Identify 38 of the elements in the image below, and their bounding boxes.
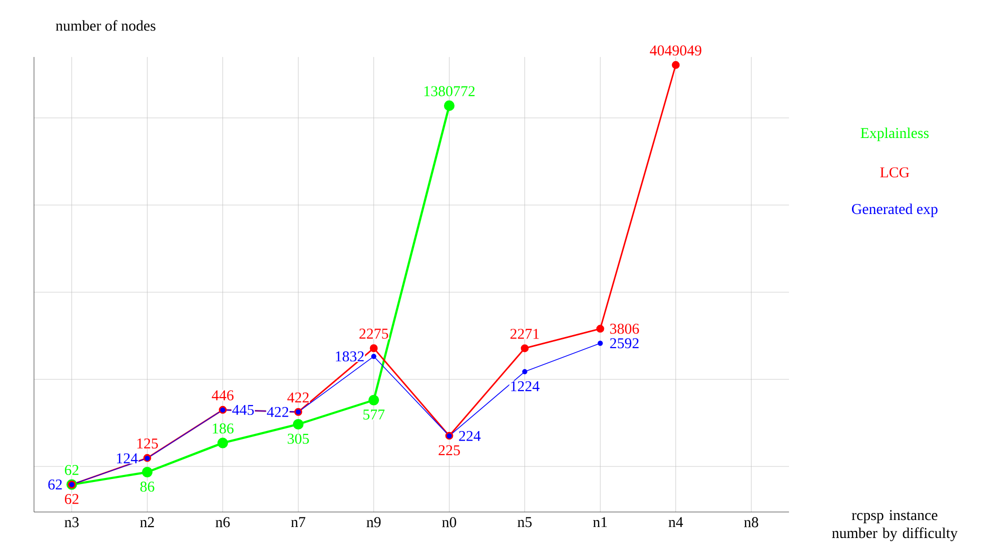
data-label: 445 [232, 404, 254, 415]
text: LCG [880, 167, 910, 178]
data-label: 225 [438, 445, 460, 456]
data-label: 186 [212, 423, 234, 434]
text: Explainless [860, 128, 929, 142]
data-label: 1832 [336, 351, 364, 362]
data-label: 1224 [511, 381, 540, 392]
data-label: 577 [363, 410, 385, 420]
data-label: 62 [64, 465, 78, 476]
data-label: 224 [459, 430, 481, 441]
x-tick-label: n5 [518, 517, 532, 528]
data-label: 422 [266, 407, 288, 417]
data-label: 3806 [610, 324, 639, 334]
x-tick-label: n0 [442, 517, 456, 528]
text: Generated exp [852, 204, 938, 218]
y-axis-title: number of nodes [56, 20, 156, 31]
x-tick-label: n7 [291, 517, 306, 527]
data-label: 125 [137, 438, 158, 449]
data-label: 4049049 [650, 45, 702, 56]
data-label: 62 [64, 494, 78, 504]
data-label: 2592 [610, 338, 639, 348]
data-label: 2271 [510, 328, 539, 339]
data-label: 305 [288, 434, 309, 444]
x-tick-label: n9 [366, 517, 381, 528]
x-tick-label: n8 [744, 517, 758, 528]
data-label: 124 [116, 453, 138, 464]
data-label: 446 [212, 390, 234, 400]
x-tick-label: n6 [216, 517, 230, 528]
x-tick-label: n1 [593, 517, 607, 528]
data-label: 1380772 [424, 86, 475, 96]
data-label: 422 [287, 392, 309, 402]
x-tick-label: n4 [668, 517, 683, 528]
x-axis-title: rcpsp instance number by difficulty [832, 510, 958, 542]
x-tick-label: n3 [64, 517, 79, 528]
data-label: 2275 [359, 328, 388, 339]
data-label: 62 [48, 480, 62, 490]
data-label: 86 [140, 482, 154, 492]
x-tick-label: n2 [140, 517, 154, 528]
